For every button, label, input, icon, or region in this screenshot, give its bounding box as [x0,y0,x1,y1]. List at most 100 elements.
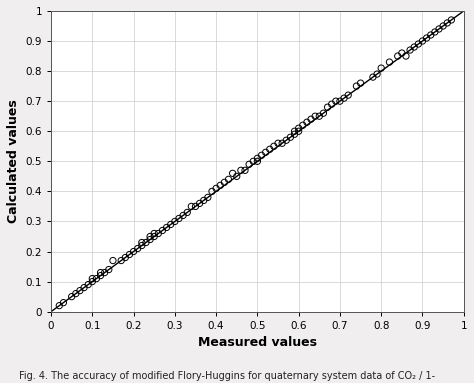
Point [299,122,307,128]
Point [406,47,414,53]
Point [179,212,187,218]
Point [55,303,63,309]
Point [237,167,245,173]
Point [60,300,67,306]
Point [142,239,150,246]
Point [447,17,455,23]
Point [307,116,315,122]
Point [254,158,261,164]
Point [159,228,166,234]
Point [291,128,298,134]
Point [208,188,216,195]
Point [283,137,290,143]
Point [150,231,158,237]
Point [415,41,422,47]
Point [278,140,286,146]
Point [220,179,228,185]
Point [435,26,443,32]
Point [155,231,162,237]
Point [217,182,224,188]
Point [266,146,273,152]
Point [130,249,137,255]
Point [175,215,183,221]
Point [410,44,418,50]
Point [126,252,133,258]
Point [295,128,302,134]
Point [254,155,261,161]
Point [345,92,352,98]
Point [97,270,104,276]
Point [249,158,257,164]
Point [319,110,327,116]
Point [316,113,323,119]
Point [150,233,158,239]
Point [118,257,125,264]
Point [394,53,401,59]
Point [233,173,240,179]
Point [188,203,195,210]
Point [423,35,430,41]
Point [121,254,129,260]
Point [163,224,170,231]
Point [427,32,435,38]
Point [196,200,203,206]
Point [167,221,174,228]
Point [328,101,336,107]
Point [68,293,75,300]
Point [374,71,381,77]
Point [303,119,310,125]
Point [431,29,438,35]
Point [97,273,104,279]
Point [377,65,385,71]
Point [353,83,360,89]
Point [146,236,154,242]
Point [171,218,179,224]
Point [200,197,208,203]
Point [258,152,265,158]
Point [398,50,406,56]
Point [246,161,253,167]
Point [89,275,96,282]
Point [89,278,96,285]
Point [76,288,84,294]
Point [80,285,88,291]
X-axis label: Measured values: Measured values [198,336,317,349]
Point [146,233,154,239]
Point [324,104,331,110]
Point [332,98,339,104]
Point [336,98,344,104]
Point [287,134,294,140]
Point [134,246,142,252]
Point [274,140,282,146]
Point [204,194,212,200]
Text: Fig. 4. The accuracy of modified Flory-Huggins for quaternary system data of CO₂: Fig. 4. The accuracy of modified Flory-H… [19,371,435,381]
Point [241,167,249,173]
Point [357,80,365,86]
Point [84,282,92,288]
Point [386,59,393,65]
Point [138,239,146,246]
Point [212,185,220,192]
Point [138,242,146,249]
Point [340,95,348,101]
Point [369,74,377,80]
Point [105,267,113,273]
Point [191,203,199,210]
Point [229,170,237,177]
Point [101,270,109,276]
Point [295,125,302,131]
Point [225,176,232,182]
Point [262,149,269,155]
Point [419,38,426,44]
Point [92,275,100,282]
Point [183,210,191,216]
Point [402,53,410,59]
Y-axis label: Calculated values: Calculated values [7,100,20,223]
Point [270,143,278,149]
Point [72,291,80,297]
Point [311,113,319,119]
Point [291,131,298,137]
Point [444,20,451,26]
Point [439,23,447,29]
Point [109,257,117,264]
